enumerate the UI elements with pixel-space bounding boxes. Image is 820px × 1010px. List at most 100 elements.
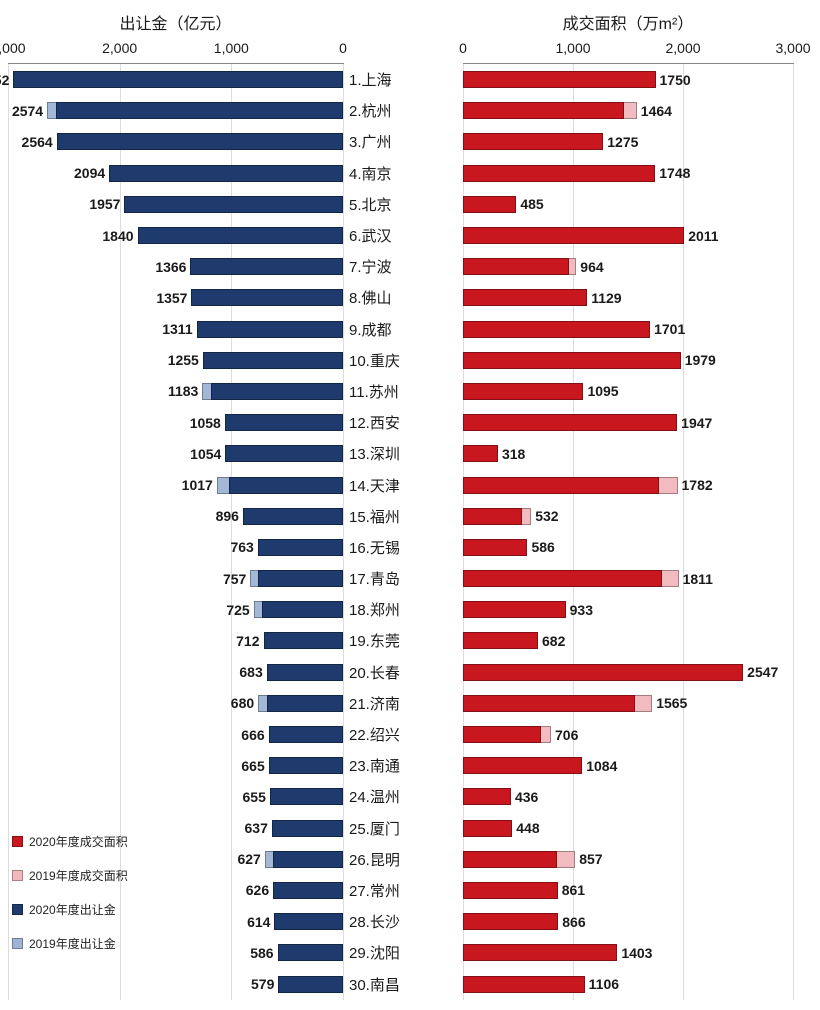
left-bar-stack [203,352,343,369]
legend-item: 2020年度出让金 [12,904,128,916]
left-bar-2020 [211,383,343,400]
chart-row: 29521.上海1750 [8,64,812,95]
left-bar-stack [197,321,343,338]
left-bar-stack [217,477,343,494]
right-bar-wrap: 1750 [463,71,695,88]
left-bar-wrap: 627 [233,851,343,868]
right-bar-cell: 1565 [463,688,793,719]
right-bar-cell: 682 [463,625,793,656]
right-value-label: 1947 [677,415,716,431]
left-bar-2020 [264,632,344,649]
left-bar-cell: 1840 [8,220,343,251]
chart-row: 125510.重庆1979 [8,345,812,376]
right-bar-wrap: 2547 [463,664,782,681]
chart-row: 13667.宁波964 [8,251,812,282]
left-bar-wrap: 725 [222,601,343,618]
right-bar-cell: 436 [463,781,793,812]
right-value-label: 682 [538,633,569,649]
city-label: 24.温州 [343,786,463,807]
left-bar-stack [109,165,343,182]
right-bar-cell: 1979 [463,345,793,376]
left-bar-2020 [13,71,343,88]
left-bar-stack [278,976,343,993]
left-bar-stack [47,102,343,119]
left-bar-cell: 666 [8,719,343,750]
left-value-label: 1255 [164,352,203,368]
left-bar-cell: 712 [8,625,343,656]
left-bar-2020 [203,352,343,369]
right-bar-stack [463,788,511,805]
left-value-label: 896 [212,508,243,524]
left-bar-cell: 1183 [8,376,343,407]
right-value-label: 1701 [650,321,689,337]
right-bar-stack [463,258,576,275]
right-value-label: 1084 [582,758,621,774]
right-bar-2020 [463,632,538,649]
city-label: 19.东莞 [343,630,463,651]
right-bar-2020 [463,196,516,213]
axis-spacer [343,40,463,64]
right-bar-stack [463,289,587,306]
left-bar-stack [258,695,343,712]
right-bar-stack [463,383,583,400]
right-value-label: 1403 [617,945,656,961]
left-bar-cell: 757 [8,563,343,594]
left-value-label: 1357 [152,290,191,306]
chart-row: 13119.成都1701 [8,314,812,345]
left-bar-stack [270,788,343,805]
left-bar-2020 [258,539,343,556]
left-axis: 3,0002,0001,0000 [8,40,343,64]
right-bar-stack [463,601,566,618]
left-bar-cell: 1957 [8,189,343,220]
legend-item: 2019年度成交面积 [12,870,128,882]
right-value-label: 1095 [583,383,622,399]
right-bar-2020 [463,944,617,961]
right-value-label: 448 [512,820,543,836]
right-value-label: 1464 [637,103,676,119]
right-bar-wrap: 1275 [463,133,642,150]
legend-label: 2020年度出让金 [29,904,116,916]
chart-row: 72518.郑州933 [8,594,812,625]
right-bar-2020 [463,165,655,182]
left-bar-cell: 680 [8,688,343,719]
right-bar-stack [463,102,637,119]
left-value-label: 1058 [186,415,225,431]
right-bar-cell: 448 [463,813,793,844]
chart-legend: 2020年度成交面积2019年度成交面积2020年度出让金2019年度出让金 [12,836,128,972]
right-bar-stack [463,445,498,462]
chart-row: 18406.武汉2011 [8,220,812,251]
right-value-label: 866 [558,914,589,930]
right-bar-cell: 1947 [463,407,793,438]
right-bar-cell: 1106 [463,968,793,999]
chart-row: 63725.厦门448 [8,813,812,844]
right-bar-cell: 1748 [463,158,793,189]
left-bar-wrap: 763 [226,539,343,556]
city-label: 20.长春 [343,662,463,683]
chart-row: 65524.温州436 [8,781,812,812]
left-bar-wrap: 665 [237,757,343,774]
right-value-label: 1979 [681,352,720,368]
left-bar-cell: 1017 [8,469,343,500]
left-bar-stack [57,133,343,150]
left-value-label: 2574 [8,103,47,119]
left-bar-cell: 1255 [8,345,343,376]
left-bar-stack [250,570,343,587]
right-bar-wrap: 1129 [463,289,626,306]
left-value-label: 586 [246,945,277,961]
left-bar-stack [269,757,343,774]
left-value-label: 1311 [158,321,196,337]
city-label: 15.福州 [343,506,463,527]
left-bar-2020 [262,601,343,618]
left-bar-cell: 665 [8,750,343,781]
left-axis-tick-label: 3,000 [0,40,26,56]
left-bar-stack [190,258,343,275]
right-value-label: 436 [511,789,542,805]
right-value-label: 857 [575,851,606,867]
chart-row: 105413.深圳318 [8,438,812,469]
chart-row: 66523.南通1084 [8,750,812,781]
left-bar-stack [254,601,343,618]
right-bar-2020 [463,913,558,930]
right-bar-wrap: 1947 [463,414,716,431]
left-bar-2020 [229,477,343,494]
right-bar-stack [463,477,678,494]
